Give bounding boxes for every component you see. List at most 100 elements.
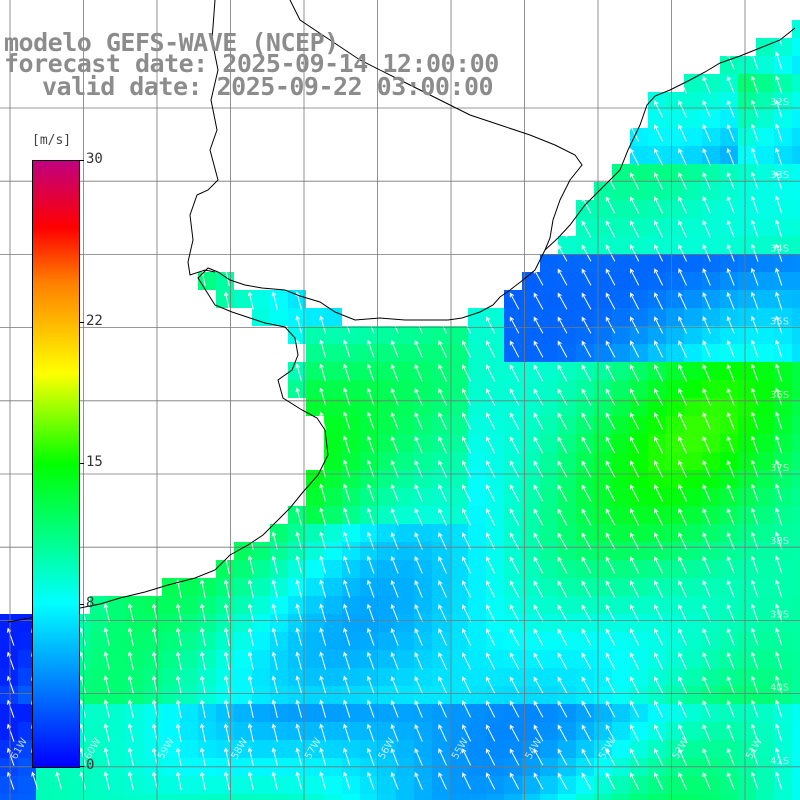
- wind-arrow: [319, 387, 327, 406]
- wind-speed-cell: [594, 398, 612, 416]
- wind-arrow: [533, 556, 544, 574]
- wind-speed-cell: [756, 308, 774, 326]
- wind-arrow: [390, 387, 399, 406]
- wind-speed-cell: [270, 794, 288, 800]
- wind-arrow: [366, 723, 375, 742]
- wind-arrow: [247, 699, 254, 718]
- wind-arrow: [654, 676, 664, 694]
- wind-speed-cell: [468, 740, 486, 758]
- wind-speed-cell: [342, 326, 360, 344]
- wind-speed-cell: [648, 776, 666, 794]
- wind-arrow: [295, 675, 303, 694]
- wind-speed-cell: [612, 326, 630, 344]
- wind-arrow: [605, 388, 616, 406]
- wind-speed-cell: [108, 776, 126, 794]
- wind-speed-cell: [342, 524, 360, 542]
- wind-speed-cell: [720, 128, 738, 146]
- wind-arrow: [605, 700, 616, 718]
- wind-speed-cell: [792, 578, 800, 596]
- wind-speed-cell: [756, 578, 774, 596]
- wind-speed-cell: [486, 722, 504, 740]
- wind-speed-cell: [738, 722, 756, 740]
- wind-speed-cell: [378, 632, 396, 650]
- wind-arrow: [605, 436, 616, 454]
- wind-arrow: [366, 555, 375, 574]
- wind-speed-cell: [756, 290, 774, 308]
- wind-speed-cell: [648, 542, 666, 560]
- wind-arrow: [581, 604, 592, 622]
- wind-speed-cell: [414, 560, 432, 578]
- wind-speed-cell: [252, 632, 270, 650]
- wind-speed-cell: [324, 560, 342, 578]
- wind-arrow: [702, 388, 711, 406]
- wind-speed-cell: [468, 578, 486, 596]
- wind-arrow: [605, 604, 616, 622]
- wind-speed-cell: [18, 740, 36, 758]
- wind-arrow: [247, 603, 254, 622]
- wind-speed-cell: [792, 704, 800, 722]
- wind-speed-cell: [342, 416, 360, 434]
- wind-speed-cell: [774, 416, 792, 434]
- wind-speed-cell: [792, 416, 800, 434]
- wind-speed-cell: [396, 650, 414, 668]
- wind-speed-cell: [126, 722, 144, 740]
- wind-arrow: [319, 483, 327, 502]
- wind-arrow: [629, 580, 640, 598]
- wind-arrow: [581, 460, 592, 478]
- wind-arrow: [750, 267, 759, 286]
- wind-arrow: [775, 147, 783, 166]
- wind-speed-cell: [144, 776, 162, 794]
- wind-speed-cell: [792, 236, 800, 254]
- wind-speed-cell: [756, 110, 774, 128]
- wind-speed-cell: [756, 434, 774, 452]
- wind-speed-cell: [540, 452, 558, 470]
- wind-speed-cell: [774, 308, 792, 326]
- wind-arrow: [702, 340, 711, 358]
- wind-arrow: [295, 651, 303, 670]
- wind-speed-cell: [684, 92, 702, 110]
- wind-speed-cell: [504, 560, 522, 578]
- wind-speed-cell: [378, 596, 396, 614]
- wind-speed-cell: [774, 704, 792, 722]
- wind-arrow: [366, 747, 375, 766]
- wind-speed-cell: [252, 290, 270, 308]
- wind-speed-cell: [396, 578, 414, 596]
- wind-speed-cell: [684, 740, 702, 758]
- wind-speed-cell: [558, 668, 576, 686]
- wind-speed-cell: [558, 290, 576, 308]
- wind-speed-cell: [684, 524, 702, 542]
- wind-arrow: [557, 556, 568, 574]
- wind-arrow: [319, 723, 327, 742]
- wind-speed-cell: [792, 776, 800, 794]
- wind-speed-cell: [522, 776, 540, 794]
- wind-arrow: [726, 459, 735, 478]
- wind-speed-cell: [0, 722, 18, 740]
- wind-speed-cell: [396, 326, 414, 344]
- wind-arrow: [366, 483, 375, 502]
- wind-speed-cell: [342, 596, 360, 614]
- wind-arrow: [533, 316, 544, 334]
- wind-speed-cell: [450, 596, 468, 614]
- wind-speed-cell: [666, 452, 684, 470]
- wind-arrow: [366, 603, 375, 622]
- wind-speed-cell: [324, 416, 342, 434]
- wind-arrow: [366, 627, 375, 646]
- wind-speed-cell: [756, 452, 774, 470]
- wind-speed-cell: [180, 686, 198, 704]
- wind-arrow: [726, 723, 735, 742]
- wind-speed-cell: [594, 614, 612, 632]
- wind-arrow: [343, 387, 351, 406]
- wind-speed-cell: [756, 524, 774, 542]
- wind-speed-cell: [144, 686, 162, 704]
- colorbar-tick-label: 22: [86, 312, 103, 329]
- wind-speed-cell: [18, 632, 36, 650]
- wind-arrow: [390, 435, 399, 454]
- wind-arrow: [750, 771, 759, 790]
- wind-arrow: [557, 748, 568, 766]
- wind-arrow: [654, 652, 664, 670]
- wind-speed-cell: [72, 794, 90, 800]
- wind-speed-cell: [594, 452, 612, 470]
- wind-speed-cell: [270, 542, 288, 560]
- wind-speed-cell: [54, 794, 72, 800]
- wind-arrow: [295, 723, 303, 742]
